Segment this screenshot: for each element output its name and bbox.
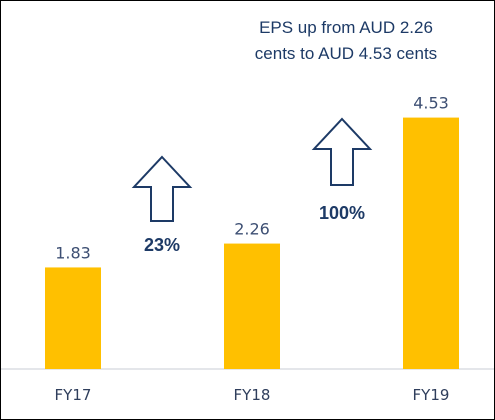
bar-fy17 [45,267,101,369]
x-tick-label-fy18: FY18 [234,386,271,404]
growth-label-2: 100% [319,203,365,223]
up-arrow-icon [311,117,373,186]
growth-label-1: 23% [144,235,180,255]
chart-title: EPS up from AUD 2.26 cents to AUD 4.53 c… [211,15,481,67]
x-tick-label-fy19: FY19 [413,386,450,404]
bar-fy19 [403,117,459,370]
chart-title-line-2: cents to AUD 4.53 cents [254,44,438,63]
chart-title-line-1: EPS up from AUD 2.26 [259,18,433,37]
up-arrow-icon [131,155,193,222]
data-label-fy17: 1.83 [55,243,91,262]
bar-fy18 [224,243,280,369]
data-label-fy19: 4.53 [413,94,449,113]
x-tick-label-fy17: FY17 [55,386,92,404]
data-label-fy18: 2.26 [234,220,270,239]
